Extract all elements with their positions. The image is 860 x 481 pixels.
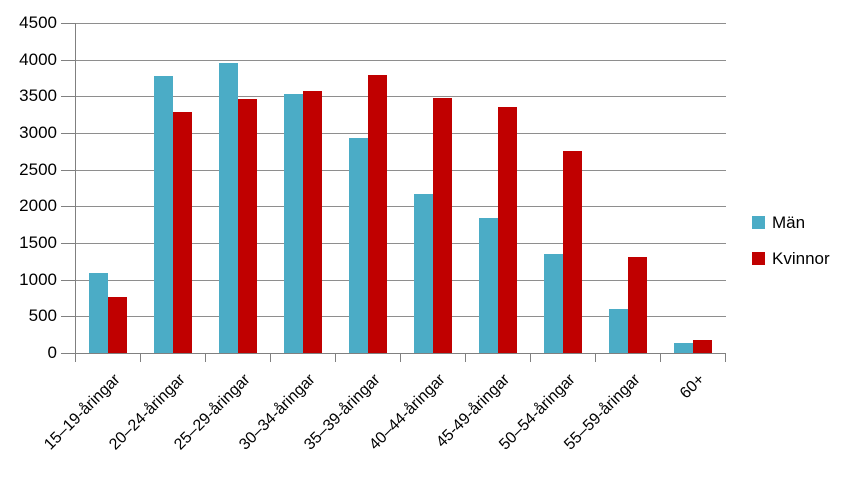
x-axis-tick — [75, 354, 76, 362]
x-axis-tick — [205, 354, 206, 362]
bar-män-5 — [413, 194, 433, 353]
gridline — [76, 243, 726, 244]
gridline — [76, 316, 726, 317]
bar-kvinnor-6 — [497, 107, 517, 353]
bar-kvinnor-8 — [627, 257, 647, 353]
x-axis-line — [75, 353, 726, 354]
gridline — [76, 133, 726, 134]
x-axis-tick — [400, 354, 401, 362]
bar-kvinnor-7 — [562, 151, 582, 353]
legend-item-man: Män — [752, 213, 830, 232]
x-axis-tick — [140, 354, 141, 362]
bar-män-7 — [543, 254, 563, 353]
x-axis-tick — [595, 354, 596, 362]
bar-män-6 — [478, 218, 498, 353]
bar-kvinnor-5 — [432, 98, 452, 353]
bar-män-0 — [88, 273, 108, 353]
gridline — [76, 23, 726, 24]
y-axis-line — [75, 23, 76, 354]
x-axis-tick — [530, 354, 531, 362]
gridline — [76, 96, 726, 97]
y-axis-label: 2500 — [19, 160, 57, 179]
y-axis-tick — [61, 353, 75, 354]
gridline — [76, 280, 726, 281]
x-axis-tick — [725, 354, 726, 362]
bar-kvinnor-9 — [692, 340, 712, 353]
legend-label-man: Män — [772, 213, 806, 232]
bar-män-1 — [153, 76, 173, 353]
y-axis-tick — [61, 96, 75, 97]
y-axis-label: 1000 — [19, 270, 57, 289]
y-axis-tick — [61, 280, 75, 281]
x-axis-tick — [660, 354, 661, 362]
man-series-swatch — [752, 216, 765, 229]
legend-item-kvinnor: Kvinnor — [752, 249, 830, 268]
bar-kvinnor-0 — [107, 297, 127, 353]
kvinnor-series-swatch — [752, 252, 765, 265]
y-axis-tick — [61, 60, 75, 61]
y-axis-label: 3000 — [19, 123, 57, 142]
x-axis-category-label-text: 60+ — [677, 371, 709, 403]
x-axis-tick — [465, 354, 466, 362]
bar-kvinnor-4 — [367, 75, 387, 353]
bar-män-8 — [608, 309, 628, 353]
bar-män-4 — [348, 138, 368, 353]
y-axis-label: 2000 — [19, 196, 57, 215]
bar-kvinnor-2 — [237, 99, 257, 353]
y-axis-label: 1500 — [19, 233, 57, 252]
legend-label-kvinnor: Kvinnor — [772, 249, 830, 268]
gridline — [76, 206, 726, 207]
y-axis-tick — [61, 23, 75, 24]
y-axis-label: 0 — [47, 343, 57, 362]
x-axis-tick — [335, 354, 336, 362]
legend: Män Kvinnor — [752, 213, 830, 268]
y-axis-label: 4000 — [19, 50, 57, 69]
bar-kvinnor-1 — [172, 112, 192, 353]
y-axis-label: 3500 — [19, 86, 57, 105]
x-axis-tick — [270, 354, 271, 362]
bar-män-2 — [218, 63, 238, 353]
y-axis-tick — [61, 170, 75, 171]
y-axis-label: 500 — [28, 306, 57, 325]
bar-män-3 — [283, 94, 303, 353]
y-axis-tick — [61, 206, 75, 207]
y-axis-tick — [61, 316, 75, 317]
bar-kvinnor-3 — [302, 91, 322, 353]
y-axis-tick — [61, 133, 75, 134]
bar-män-9 — [673, 343, 693, 353]
gridline — [76, 170, 726, 171]
y-axis-tick — [61, 243, 75, 244]
gridline — [76, 60, 726, 61]
y-axis-label: 4500 — [19, 13, 57, 32]
